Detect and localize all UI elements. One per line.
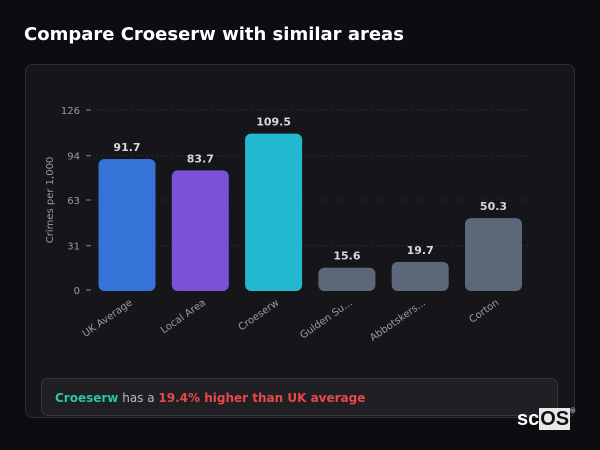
data-label: 50.3 — [480, 200, 507, 213]
bar — [318, 267, 376, 291]
y-tick-label: 0 — [74, 286, 80, 297]
y-tick-label: 63 — [67, 196, 80, 207]
x-tick-label: Local Area — [159, 297, 208, 336]
data-label: 83.7 — [187, 152, 214, 165]
scos-logo: scOS® — [517, 408, 576, 430]
summary-place: Croeserw — [55, 391, 119, 405]
data-label: 19.7 — [407, 244, 434, 257]
data-label: 91.7 — [113, 141, 140, 154]
summary-text: has a — [118, 391, 159, 405]
y-tick-label: 94 — [67, 152, 80, 163]
y-tick-label: 31 — [67, 242, 80, 253]
page-title: Compare Croeserw with similar areas — [24, 24, 404, 45]
y-tick-label: 126 — [61, 106, 80, 117]
data-label: 15.6 — [333, 250, 360, 263]
bar — [465, 218, 522, 291]
y-axis-label: Crimes per 1,000 — [45, 157, 56, 244]
x-tick-label: UK Average — [81, 297, 135, 339]
bar — [98, 159, 156, 291]
bar — [391, 261, 449, 291]
summary-note: Croeserw has a 19.4% higher than UK aver… — [41, 378, 558, 416]
x-tick-label: Croeserw — [237, 297, 282, 333]
data-label: 109.5 — [256, 116, 291, 129]
bar — [245, 133, 303, 291]
bar — [171, 170, 229, 291]
x-tick-label: Abbotskers... — [368, 297, 428, 343]
x-tick-label: Gulden Su... — [298, 297, 354, 341]
x-tick-label: Corton — [467, 297, 501, 325]
summary-difference: 19.4% higher than UK average — [158, 391, 366, 405]
